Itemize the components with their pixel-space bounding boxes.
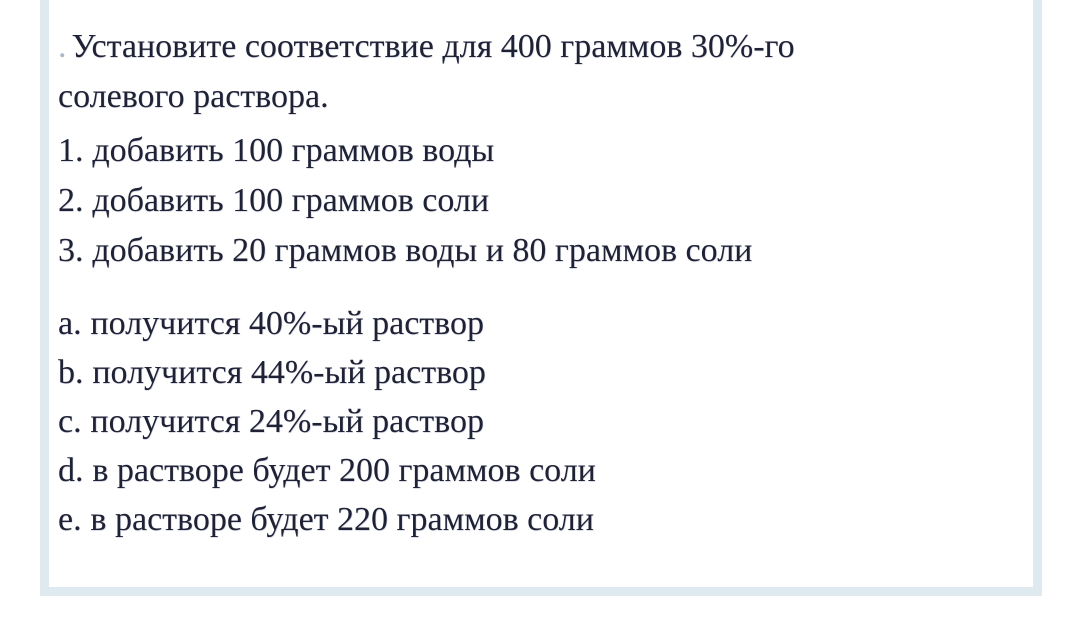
lettered-item: b. получится 44%-ый раствор: [58, 348, 1025, 397]
item-text: добавить 100 граммов соли: [92, 182, 490, 219]
item-marker: 1.: [58, 132, 84, 169]
question-card: . Установите соответствие для 400 граммов…: [40, 0, 1042, 596]
numbered-item: 3. добавить 20 граммов воды и 80 граммов …: [58, 226, 1025, 276]
item-text: получится 44%-ый раствор: [92, 354, 486, 391]
cropped-number-artifact: .: [58, 28, 67, 65]
item-text: получится 40%-ый раствор: [90, 305, 484, 342]
numbered-item: 2. добавить 100 граммов соли: [58, 176, 1025, 226]
item-marker: a.: [58, 305, 82, 342]
lettered-item: a. получится 40%-ый раствор: [58, 299, 1025, 348]
item-marker: c.: [58, 403, 82, 440]
question-content: . Установите соответствие для 400 граммов…: [49, 0, 1033, 544]
lettered-item: c. получится 24%-ый раствор: [58, 397, 1025, 446]
lettered-item: d. в растворе будет 200 граммов соли: [58, 446, 1025, 495]
item-text: в растворе будет 220 граммов соли: [90, 501, 594, 538]
question-text: Установите соответствие для 400 граммов …: [71, 28, 795, 65]
question-line-2: солевого раствора.: [58, 72, 1025, 122]
item-marker: 3.: [58, 232, 84, 269]
item-text: получится 24%-ый раствор: [90, 403, 484, 440]
question-statement: . Установите соответствие для 400 граммов…: [58, 22, 1025, 122]
item-marker: d.: [58, 452, 84, 489]
item-marker: 2.: [58, 182, 84, 219]
numbered-options-list: 1. добавить 100 граммов воды 2. добавить 1…: [58, 126, 1025, 276]
question-line-1: . Установите соответствие для 400 граммов…: [58, 22, 1025, 72]
item-marker: b.: [58, 354, 84, 391]
item-text: добавить 20 граммов воды и 80 граммов со…: [92, 232, 753, 269]
lettered-options-list: a. получится 40%-ый раствор b. получится 4…: [58, 299, 1025, 544]
item-marker: e.: [58, 501, 82, 538]
numbered-item: 1. добавить 100 граммов воды: [58, 126, 1025, 176]
question-text: солевого раствора.: [58, 78, 329, 115]
item-text: в растворе будет 200 граммов соли: [92, 452, 596, 489]
item-text: добавить 100 граммов воды: [92, 132, 495, 169]
lettered-item: e. в растворе будет 220 граммов соли: [58, 495, 1025, 544]
